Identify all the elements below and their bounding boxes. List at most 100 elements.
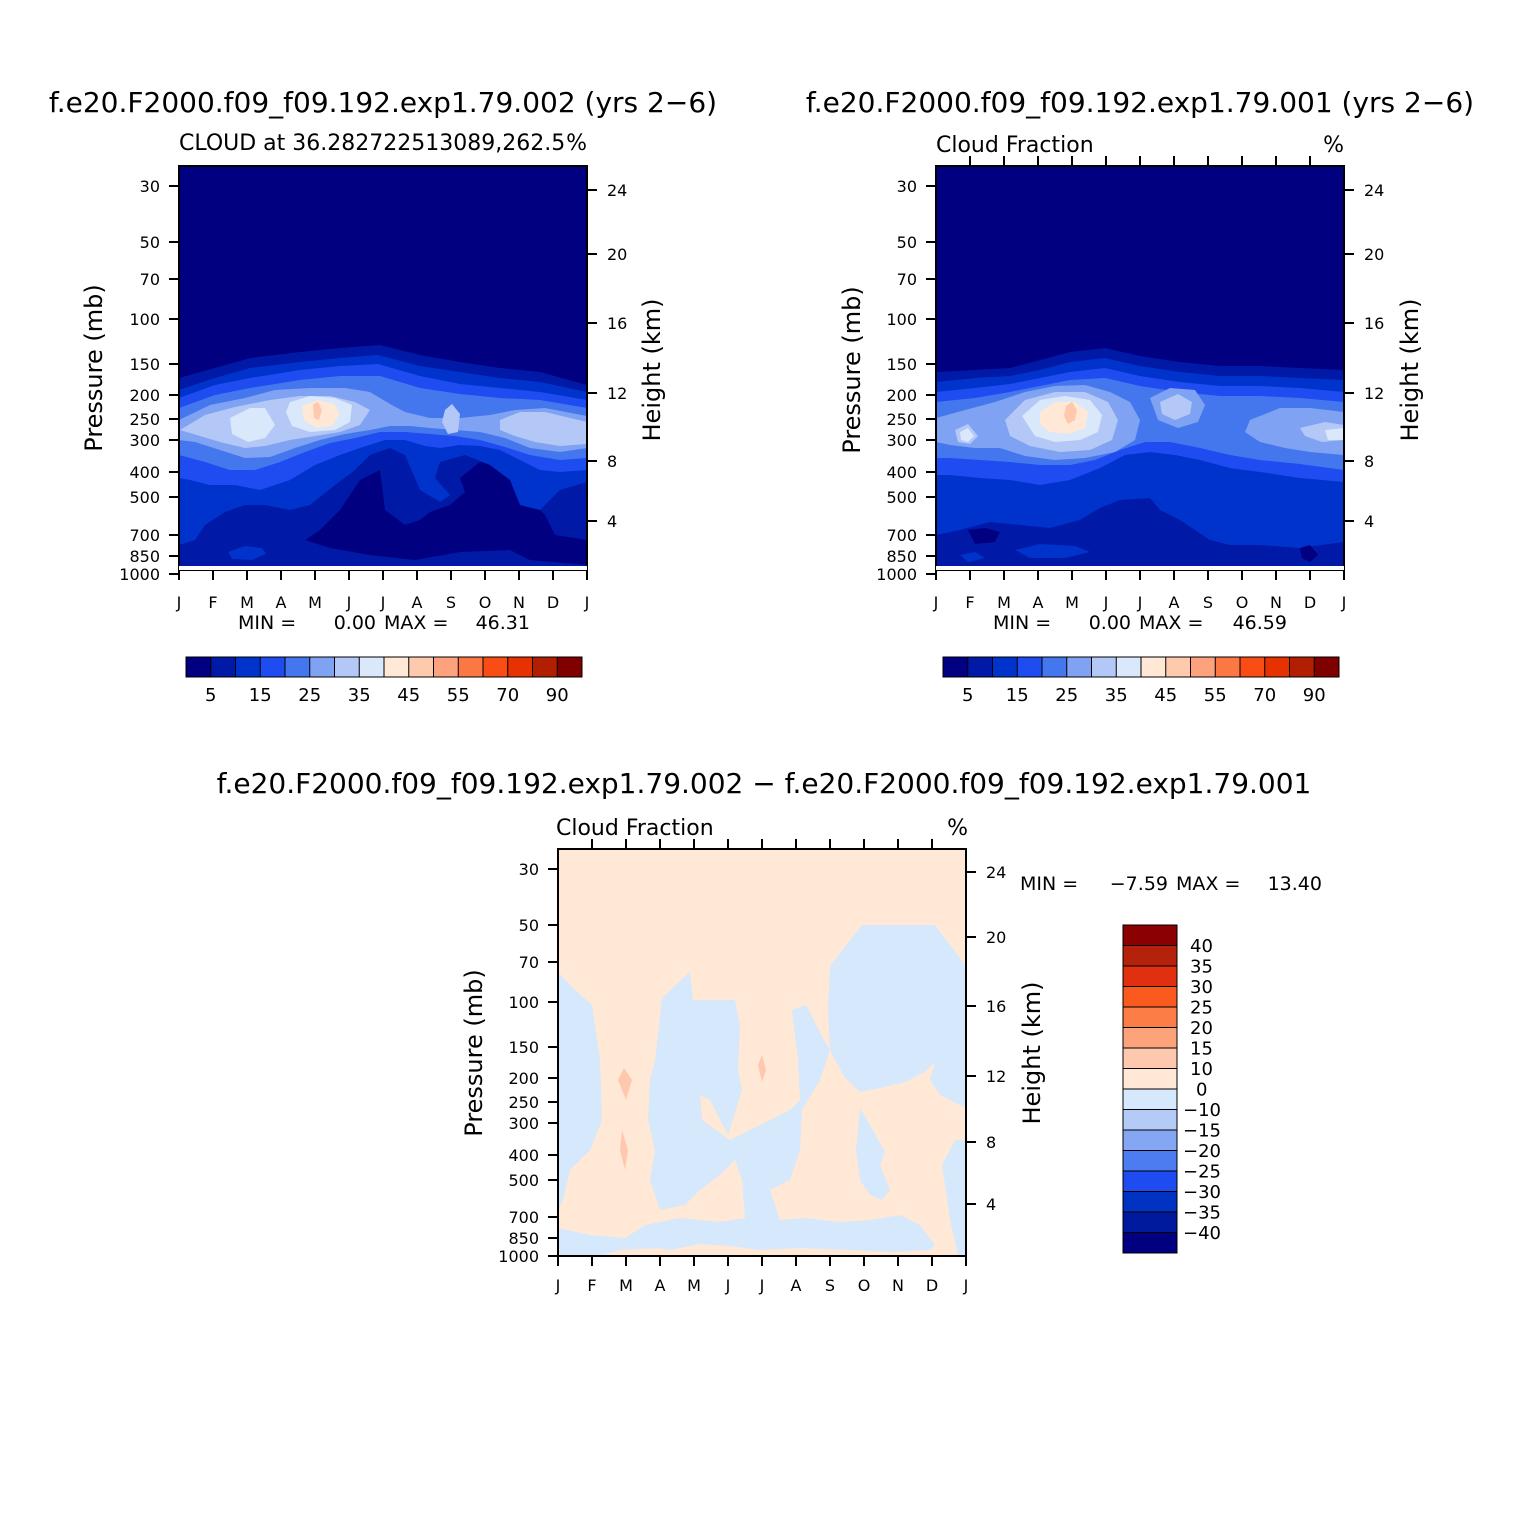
- x-tick-label: J: [555, 1276, 561, 1295]
- y-right-tick-label: 12: [1364, 384, 1384, 403]
- y-right-tick-label: 8: [1364, 452, 1374, 471]
- y-right-tick-label: 16: [1364, 314, 1384, 333]
- panel2-ylabel-right: Height (km): [1396, 299, 1424, 442]
- colorbar-tick-label: 45: [397, 685, 420, 706]
- y-tick-label: 1000: [498, 1247, 539, 1266]
- colorbar-tick-label: 30: [1190, 977, 1213, 998]
- colorbar-tick-label: −30: [1183, 1182, 1221, 1203]
- colorbar-tick-label: 35: [348, 685, 371, 706]
- panel2-title: f.e20.F2000.f09_f09.192.exp1.79.001 (yrs…: [806, 86, 1474, 119]
- x-tick-label: S: [825, 1276, 835, 1295]
- x-tick-label: S: [446, 593, 456, 612]
- y-tick-label: 200: [886, 386, 917, 405]
- x-tick-label: J: [584, 593, 590, 612]
- panel3-y-axis-right: 24 20 16 12 8 4 Height (km): [966, 863, 1046, 1214]
- panel3-y-axis-left: 30 50 70 100 150 200 250 300 400 500 700…: [460, 860, 558, 1266]
- contour-level-minus10-0: [942, 1140, 966, 1256]
- max-label: MAX =: [1139, 612, 1203, 634]
- y-tick-label: 300: [129, 431, 160, 450]
- x-tick-label: A: [791, 1276, 802, 1295]
- x-tick-label: O: [858, 1276, 871, 1295]
- x-tick-label: J: [1103, 593, 1109, 612]
- colorbar-tick-label: −10: [1183, 1100, 1221, 1121]
- colorbar-tick-label: 45: [1154, 685, 1177, 706]
- x-tick-label: O: [479, 593, 492, 612]
- panel2-y-axis-left: 30 50 70 100 150 200 250 300 400 500 700…: [838, 177, 936, 584]
- y-tick-label: 300: [508, 1114, 539, 1133]
- panel3-ylabel-right: Height (km): [1018, 982, 1046, 1125]
- x-tick-label: A: [412, 593, 423, 612]
- y-tick-label: 70: [140, 270, 160, 289]
- y-tick-label: 150: [129, 355, 160, 374]
- panel1-title: f.e20.F2000.f09_f09.192.exp1.79.002 (yrs…: [49, 86, 717, 119]
- y-tick-label: 700: [886, 526, 917, 545]
- panel-case-002: f.e20.F2000.f09_f09.192.exp1.79.002 (yrs…: [49, 86, 717, 706]
- colorbar-tick-label: 35: [1105, 685, 1128, 706]
- colorbar-tick-label: 15: [1190, 1039, 1213, 1060]
- x-tick-label: M: [997, 593, 1011, 612]
- colorbar-tick-label: −15: [1183, 1121, 1221, 1142]
- y-right-tick-label: 16: [607, 314, 627, 333]
- contour-level-45-50: [1064, 402, 1077, 424]
- x-tick-label: F: [587, 1276, 596, 1295]
- x-tick-label: J: [1341, 593, 1347, 612]
- x-tick-label: M: [240, 593, 254, 612]
- max-label: MAX =: [384, 612, 448, 634]
- x-tick-label: A: [1169, 593, 1180, 612]
- panel3-x-axis: J F M A M J J A S O N D J: [555, 1256, 968, 1295]
- max-label: MAX =: [1176, 873, 1240, 895]
- y-tick-label: 850: [129, 547, 160, 566]
- y-tick-label: 200: [129, 386, 160, 405]
- colorbar-tick-label: 90: [1303, 685, 1326, 706]
- panel1-ylabel: Pressure (mb): [80, 284, 108, 451]
- panel2-right-label: %: [1323, 133, 1344, 158]
- colorbar-tick-label: 25: [1190, 998, 1213, 1019]
- panel2-x-axis: J F M A M J J A S O N D J: [933, 570, 1347, 612]
- y-tick-label: 250: [886, 410, 917, 429]
- panel1-contours: [179, 166, 587, 570]
- min-label: MIN =: [993, 612, 1051, 634]
- y-tick-label: 250: [129, 410, 160, 429]
- contour-low-cloud-blob: [228, 546, 266, 560]
- colorbar-tick-label: 70: [1253, 685, 1276, 706]
- panel1-x-axis: J F M A M J J A S O N D J: [176, 570, 590, 612]
- colorbar-tick-label: 25: [298, 685, 321, 706]
- y-tick-label: 700: [508, 1208, 539, 1227]
- colorbar-tick-label: −40: [1183, 1223, 1221, 1244]
- panel3-title: f.e20.F2000.f09_f09.192.exp1.79.002 − f.…: [217, 767, 1312, 800]
- y-tick-label: 1000: [119, 565, 160, 584]
- min-value: 0.00: [334, 612, 376, 634]
- colorbar-tick-label: −25: [1183, 1162, 1221, 1183]
- colorbar-tick-label: 5: [962, 685, 973, 706]
- y-tick-label: 70: [897, 270, 917, 289]
- panel3-right-label: %: [947, 816, 968, 841]
- y-tick-label: 500: [508, 1171, 539, 1190]
- x-tick-label: M: [619, 1276, 633, 1295]
- x-tick-label: D: [926, 1276, 938, 1295]
- panel2-colorbar: 5 15 25 35 45 55 70 90: [942, 656, 1340, 706]
- panel3-contours: [558, 849, 966, 1256]
- y-tick-label: 30: [897, 177, 917, 196]
- y-tick-label: 500: [886, 488, 917, 507]
- contour-level-45-50: [313, 402, 322, 420]
- contour-level-minus10-0: [558, 972, 935, 1256]
- panel2-top-ticks: [969, 156, 1311, 166]
- colorbar-tick-label: 0: [1196, 1080, 1207, 1101]
- y-tick-label: 500: [129, 488, 160, 507]
- colorbar-tick-label: 20: [1190, 1018, 1213, 1039]
- panel3-ylabel: Pressure (mb): [460, 969, 488, 1136]
- panel1-right-label: %: [566, 131, 587, 156]
- y-right-tick-label: 24: [986, 863, 1006, 882]
- x-tick-label: O: [1236, 593, 1249, 612]
- x-tick-label: M: [1065, 593, 1079, 612]
- panel1-stats: MIN = 0.00 MAX = 46.31: [238, 612, 530, 634]
- y-right-tick-label: 24: [607, 181, 627, 200]
- y-tick-label: 400: [129, 463, 160, 482]
- y-right-tick-label: 8: [986, 1133, 996, 1152]
- panel3-colorbar: 40 35 30 25 20 15 10 0 −10 −15 −20 −25 −…: [1122, 924, 1221, 1254]
- min-label: MIN =: [238, 612, 296, 634]
- colorbar-tick-label: 15: [1006, 685, 1029, 706]
- y-tick-label: 100: [508, 993, 539, 1012]
- max-value: 46.59: [1233, 612, 1287, 634]
